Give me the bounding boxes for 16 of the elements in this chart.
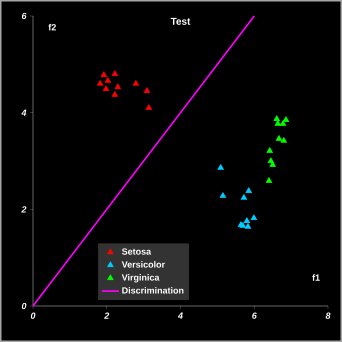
legend-label: Virginica xyxy=(122,274,160,282)
y-tick-label: 2 xyxy=(21,206,26,212)
y-tick-label: 6 xyxy=(22,12,27,20)
y-tick-label: 0 xyxy=(22,302,26,310)
legend-label: Discrimination xyxy=(122,287,184,294)
y-axis-title: f2 xyxy=(48,24,56,30)
legend-label: Setosa xyxy=(122,248,152,255)
legend-label: Versicolor xyxy=(122,261,165,268)
x-tick-label: 8 xyxy=(326,312,330,319)
x-tick-label: 0 xyxy=(30,312,36,319)
x-tick-label: 2 xyxy=(104,312,110,319)
chart-title: Test xyxy=(170,18,190,25)
y-tick-label: 4 xyxy=(21,110,26,116)
x-tick-label: 4 xyxy=(178,312,183,319)
x-axis-title: f1 xyxy=(312,274,320,281)
x-tick-label: 6 xyxy=(252,312,257,319)
